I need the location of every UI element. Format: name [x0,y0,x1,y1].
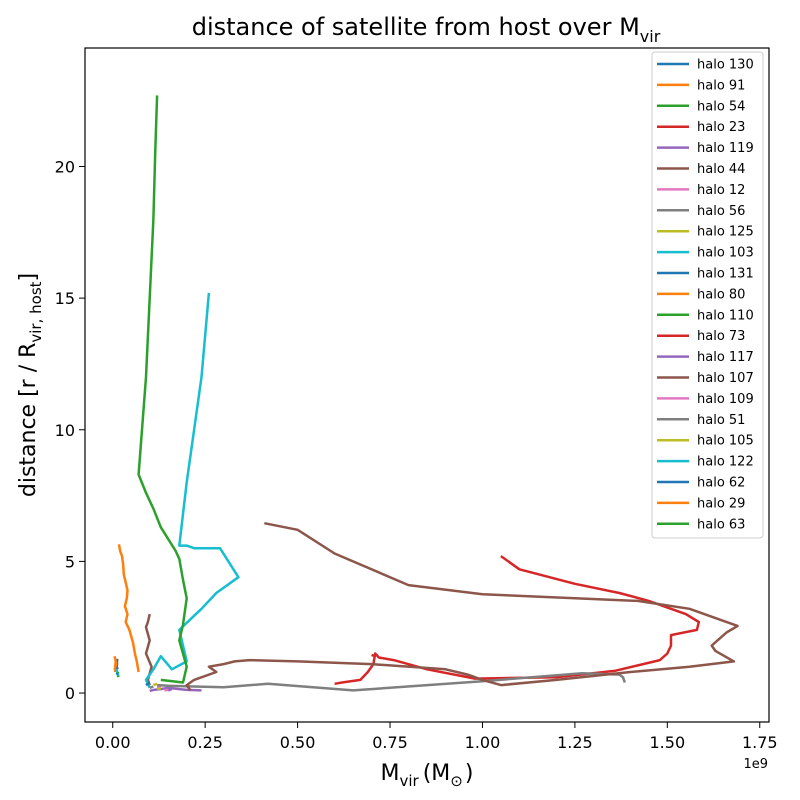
series-line-halo-73 [371,653,376,658]
series-line-halo-109 [164,688,169,692]
legend-label: halo 131 [697,267,754,282]
legend-label: halo 117 [697,350,754,365]
legend-label: halo 125 [697,225,754,240]
y-tick-label: 0 [65,684,75,703]
x-tick-label: 1.75 [742,733,778,752]
legend: halo 130 halo 91 halo 54 halo 23 halo 119 hal… [651,51,764,539]
legend-label: halo 122 [697,455,754,470]
legend-label: halo 51 [697,413,745,428]
legend-label: halo 73 [697,329,745,344]
legend-label: halo 54 [697,99,745,114]
x-tick-label: 0.50 [280,733,316,752]
legend-label: halo 56 [697,204,745,219]
series-line-halo-12 [156,685,162,689]
y-axis-label: distance [r / Rvir, host] [16,273,45,497]
legend-label: halo 109 [697,392,754,407]
series-line-halo-105 [156,687,162,691]
series-line-halo-125 [152,682,158,687]
chart-title: distance of satellite from host over Mvi… [192,13,661,46]
y-tick-label: 20 [55,157,75,176]
series-line-halo-103 [144,292,240,689]
x-tick-label: 0.25 [187,733,223,752]
x-tick-label: 0.75 [372,733,408,752]
x-axis-offset: 1e9 [743,757,768,772]
legend-label: halo 105 [697,434,754,449]
legend-label: halo 63 [697,517,745,532]
legend-label: halo 103 [697,246,754,261]
x-tick-label: 1.25 [557,733,593,752]
series-line-halo-56 [157,672,626,692]
y-tick-label: 10 [55,421,75,440]
legend-label: halo 80 [697,287,745,302]
legend-label: halo 130 [697,58,754,73]
series-line-halo-117 [167,687,173,692]
legend-box [651,51,764,539]
series-line-halo-131 [145,681,151,687]
series-line-halo-110 [137,95,188,684]
x-tick-label: 1.00 [465,733,501,752]
y-tick-label: 5 [65,552,75,571]
series-line-halo-80 [117,544,140,673]
legend-label: halo 119 [697,141,754,156]
x-tick-label: 0.00 [95,733,131,752]
series-line-halo-119 [149,686,202,693]
legend-label: halo 91 [697,78,745,93]
y-tick-label: 15 [55,289,75,308]
legend-label: halo 23 [697,120,745,135]
legend-label: halo 62 [697,476,745,491]
x-axis-label: Mvir (M⊙) [381,761,474,790]
x-tick-label: 1.50 [650,733,686,752]
series-line-halo-51 [149,685,154,689]
legend-label: halo 12 [697,183,745,198]
legend-label: halo 29 [697,496,745,511]
y-axis-ticks: 0 5 10 15 20 [55,157,85,703]
legend-label: halo 110 [697,308,754,323]
legend-label: halo 44 [697,162,745,177]
series-lines [113,95,739,693]
series-line-halo-107 [185,521,739,692]
x-axis-ticks: 0.00 0.25 0.50 0.75 1.00 1.25 1.50 1.75 [95,722,778,752]
legend-label: halo 107 [697,371,754,386]
